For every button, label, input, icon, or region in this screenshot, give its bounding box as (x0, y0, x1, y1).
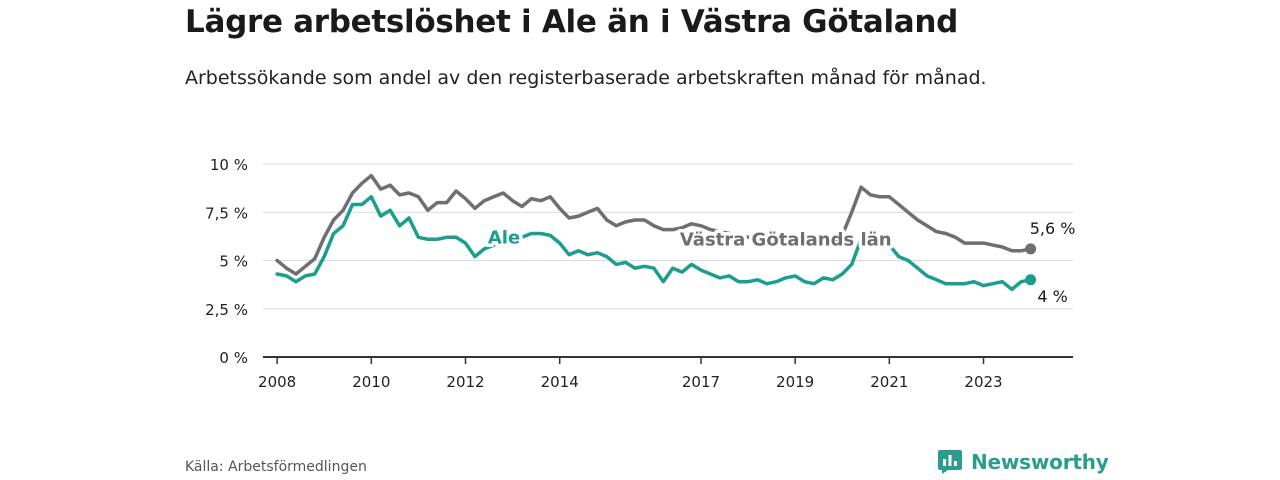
x-tick-label: 2012 (446, 373, 484, 391)
line-chart: 0 % 2,5 % 5 % 7,5 % 10 % 2008 2010 2012 2014 2017… (205, 156, 1076, 391)
series-line-vg (275, 173, 1033, 276)
x-tick-label: 2008 (258, 373, 296, 391)
y-tick-label: 2,5 % (205, 301, 248, 319)
x-tick-label: 2010 (352, 373, 390, 391)
x-tick-label: 2023 (964, 373, 1002, 391)
y-tick-label: 5 % (219, 253, 248, 271)
x-tick-label: 2019 (776, 373, 814, 391)
chart-subtitle: Arbetssökande som andel av den registerb… (185, 67, 987, 89)
brand-name: Newsworthy (971, 450, 1109, 474)
series-end-point-ale (1025, 274, 1037, 286)
series-name-label-vg: Västra Götalands län (680, 229, 892, 250)
x-tick-label: 2021 (870, 373, 908, 391)
x-tick-label: 2014 (541, 373, 579, 391)
series-end-label-ale: 4 % (1037, 287, 1067, 306)
y-tick-label: 0 % (219, 349, 248, 367)
chart-title: Lägre arbetslöshet i Ale än i Västra Göt… (185, 4, 959, 40)
y-tick-label: 7,5 % (205, 204, 248, 222)
x-tick-label: 2017 (682, 373, 720, 391)
source-note: Källa: Arbetsförmedlingen (185, 459, 367, 475)
newsworthy-logo-icon (938, 450, 962, 474)
series-line-ale (275, 195, 1033, 292)
series-end-point-vg (1025, 243, 1037, 255)
brand-logo[interactable]: Newsworthy (937, 449, 1109, 475)
series-name-label-ale: Ale (488, 227, 520, 248)
series-end-label-vg: 5,6 % (1030, 219, 1076, 238)
y-tick-label: 10 % (210, 156, 248, 174)
